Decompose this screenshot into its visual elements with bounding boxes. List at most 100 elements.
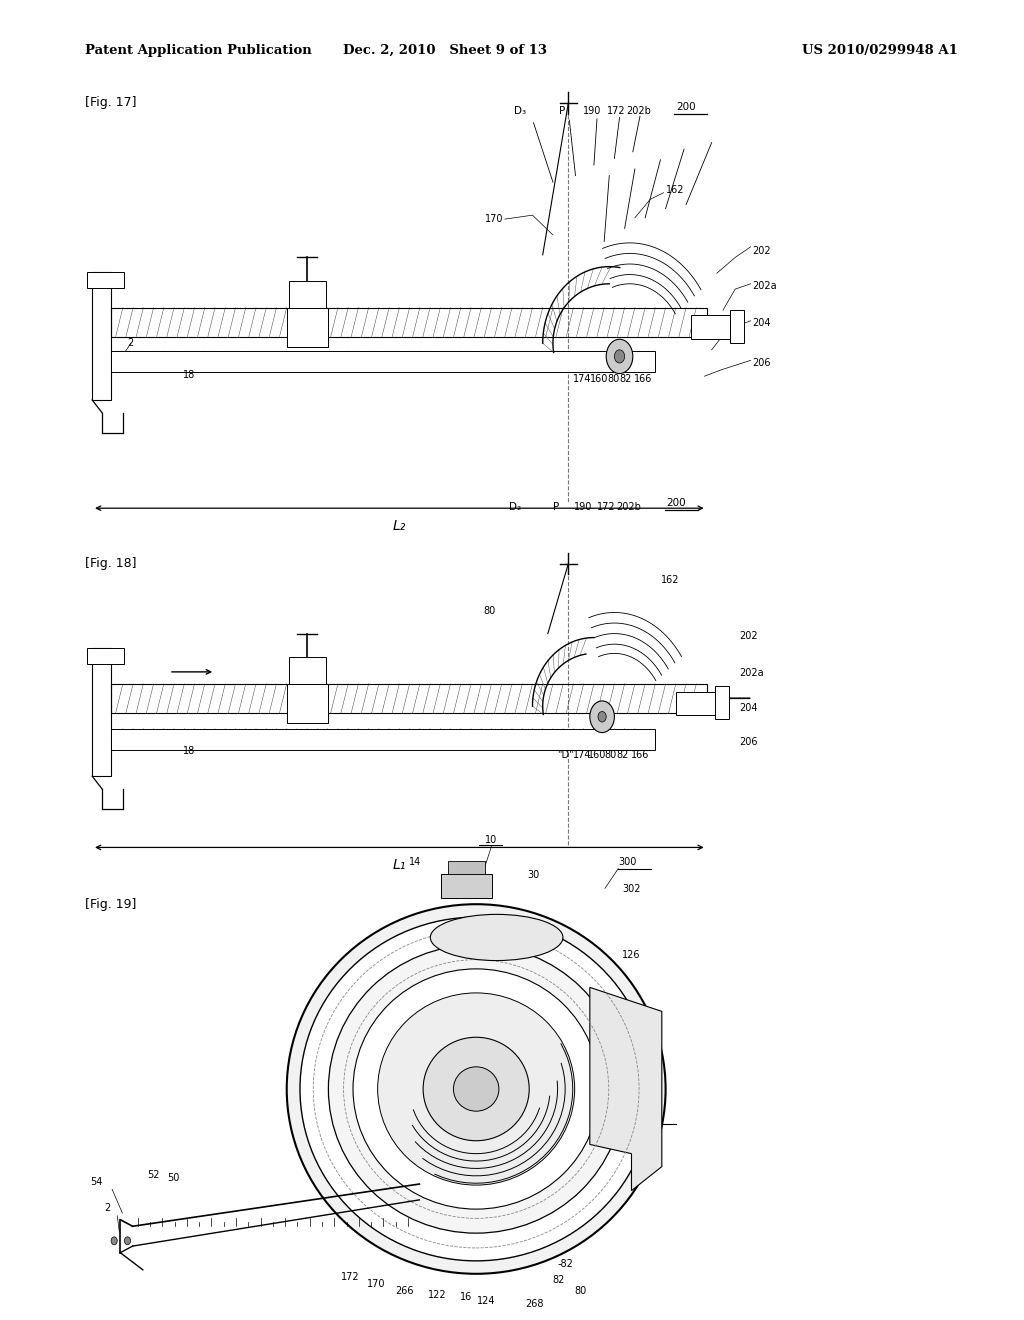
Text: P: P <box>559 106 565 116</box>
Text: -82: -82 <box>557 1259 573 1270</box>
Text: 190: 190 <box>573 502 592 512</box>
Text: P: P <box>553 502 559 512</box>
Text: D₂: D₂ <box>509 502 521 512</box>
Circle shape <box>614 350 625 363</box>
Text: 82: 82 <box>616 750 629 760</box>
Bar <box>111 684 707 713</box>
Bar <box>87 272 124 288</box>
Ellipse shape <box>287 904 666 1274</box>
Polygon shape <box>590 987 662 1191</box>
Text: 202: 202 <box>753 246 771 256</box>
Text: [Fig. 17]: [Fig. 17] <box>85 96 136 110</box>
Text: 172: 172 <box>607 106 626 116</box>
Text: 80: 80 <box>574 1286 587 1296</box>
Text: 204: 204 <box>739 702 758 713</box>
Text: 172: 172 <box>597 502 615 512</box>
Text: 52: 52 <box>146 1170 160 1180</box>
Text: 54: 54 <box>90 1176 103 1187</box>
Text: 264: 264 <box>632 1051 650 1061</box>
Text: 202b: 202b <box>616 502 641 512</box>
Text: 50: 50 <box>167 1172 180 1183</box>
Bar <box>87 648 124 664</box>
Text: 162: 162 <box>666 185 684 195</box>
Circle shape <box>606 339 633 374</box>
Text: [Fig. 18]: [Fig. 18] <box>85 557 136 570</box>
Text: 82: 82 <box>552 1275 564 1286</box>
Text: 306: 306 <box>622 1002 640 1011</box>
Text: 204: 204 <box>753 318 771 329</box>
Bar <box>111 351 655 372</box>
Bar <box>92 648 111 776</box>
Bar <box>715 686 729 719</box>
Text: 2: 2 <box>103 1203 111 1213</box>
Ellipse shape <box>353 969 599 1209</box>
Text: 206: 206 <box>739 737 758 747</box>
Bar <box>111 308 707 337</box>
Text: 14: 14 <box>410 857 422 867</box>
Text: 190: 190 <box>583 106 601 116</box>
Text: 16: 16 <box>460 1292 472 1303</box>
Text: 170: 170 <box>367 1279 385 1290</box>
Text: 12: 12 <box>447 870 460 880</box>
Bar <box>287 308 328 347</box>
Ellipse shape <box>329 945 624 1233</box>
Text: 166: 166 <box>634 374 652 384</box>
Text: US 2010/0299948 A1: US 2010/0299948 A1 <box>802 44 957 57</box>
Text: D₃: D₃ <box>514 106 526 116</box>
Text: 200: 200 <box>676 102 695 112</box>
Circle shape <box>598 711 606 722</box>
Text: 174: 174 <box>573 750 592 760</box>
Ellipse shape <box>423 1038 529 1140</box>
Bar <box>111 729 655 750</box>
Circle shape <box>111 1237 117 1245</box>
Bar <box>449 861 485 874</box>
Text: 202a: 202a <box>753 281 777 292</box>
Text: 202: 202 <box>739 631 758 642</box>
Circle shape <box>125 1237 131 1245</box>
Text: [Fig. 19]: [Fig. 19] <box>85 898 136 911</box>
Text: "D": "D" <box>557 750 573 760</box>
Text: 160: 160 <box>588 750 606 760</box>
Text: 126: 126 <box>622 949 641 960</box>
Bar <box>287 684 328 723</box>
Ellipse shape <box>430 915 563 961</box>
Bar <box>691 315 730 339</box>
Text: 206: 206 <box>753 358 771 368</box>
Text: 302: 302 <box>622 883 641 894</box>
Text: 124: 124 <box>477 1296 496 1307</box>
Text: 18: 18 <box>183 746 196 756</box>
Circle shape <box>590 701 614 733</box>
Text: 18: 18 <box>183 370 196 380</box>
Text: 30: 30 <box>527 870 539 880</box>
Text: 172: 172 <box>341 1272 359 1283</box>
Ellipse shape <box>300 917 652 1261</box>
Text: 200: 200 <box>667 498 686 508</box>
Text: 166: 166 <box>631 750 649 760</box>
Text: 202a: 202a <box>739 668 764 678</box>
Bar <box>730 310 744 343</box>
Text: L₁: L₁ <box>392 858 407 873</box>
Bar <box>92 272 111 400</box>
Bar <box>289 657 326 684</box>
Text: 266: 266 <box>395 1286 414 1296</box>
Text: 80: 80 <box>483 606 496 616</box>
Text: 170: 170 <box>485 214 504 224</box>
Text: 290: 290 <box>635 1152 653 1163</box>
Text: 174: 174 <box>573 374 592 384</box>
Text: 268: 268 <box>525 1299 544 1309</box>
Bar <box>676 692 715 715</box>
Ellipse shape <box>454 1067 499 1111</box>
Text: 82: 82 <box>620 374 632 384</box>
Text: 202b: 202b <box>627 106 651 116</box>
Text: 122: 122 <box>428 1290 446 1300</box>
Text: 260: 260 <box>643 1113 662 1122</box>
Text: 162: 162 <box>660 574 679 585</box>
Bar <box>289 281 326 308</box>
Text: Dec. 2, 2010   Sheet 9 of 13: Dec. 2, 2010 Sheet 9 of 13 <box>343 44 548 57</box>
Text: 2: 2 <box>127 338 133 348</box>
Text: 10: 10 <box>485 834 498 845</box>
Text: 80: 80 <box>604 750 616 760</box>
Text: 80: 80 <box>607 374 620 384</box>
Text: Patent Application Publication: Patent Application Publication <box>85 44 311 57</box>
Text: L₂: L₂ <box>392 519 407 533</box>
